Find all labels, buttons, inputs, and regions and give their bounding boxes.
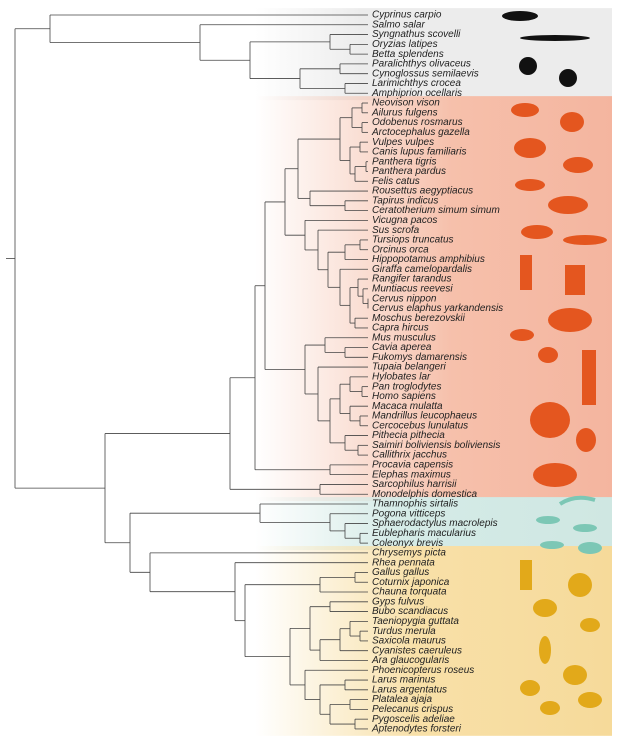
- species-label: Cervus elaphus yarkandensis: [372, 303, 503, 314]
- species-label: Rhea pennata: [372, 557, 435, 568]
- species-label: Cervus nippon: [372, 293, 437, 304]
- species-label: Pithecia pithecia: [372, 430, 445, 441]
- species-label: Pan troglodytes: [372, 381, 442, 392]
- species-label: Muntiacus reevesi: [372, 283, 453, 294]
- species-label: Mandrillus leucophaeus: [372, 411, 477, 422]
- species-label: Sus scrofa: [372, 225, 420, 236]
- species-label: Elephas maximus: [372, 469, 451, 480]
- species-label: Chrysemys picta: [372, 548, 446, 559]
- species-label: Coturnix japonica: [372, 577, 450, 588]
- species-label: Macaca mulatta: [372, 401, 443, 412]
- species-label: Eublepharis macularius: [372, 528, 476, 539]
- species-label: Taeniopygia guttata: [372, 616, 459, 627]
- species-label: Saimiri boliviensis boliviensis: [372, 440, 500, 451]
- species-label: Paralichthys olivaceus: [372, 59, 471, 70]
- species-label: Pelecanus crispus: [372, 704, 453, 715]
- species-label: Syngnathus scovelli: [372, 29, 461, 40]
- species-label: Arctocephalus gazella: [371, 127, 470, 138]
- species-label: Callithrix jacchus: [372, 450, 447, 461]
- species-label: Tursiops truncatus: [372, 235, 454, 246]
- species-label: Oryzias latipes: [372, 39, 438, 50]
- species-label: Cyprinus carpio: [372, 10, 442, 21]
- species-label: Cyanistes caeruleus: [372, 645, 462, 656]
- species-label: Vicugna pacos: [372, 215, 437, 226]
- species-label: Cynoglossus semilaevis: [372, 68, 479, 79]
- species-label: Gallus gallus: [372, 567, 429, 578]
- species-label: Rousettus aegyptiacus: [372, 186, 473, 197]
- species-label: Hylobates lar: [372, 372, 431, 383]
- species-label: Saxicola maurus: [372, 636, 446, 647]
- species-label: Larus marinus: [372, 675, 435, 686]
- species-label: Coleonyx brevis: [372, 538, 443, 549]
- species-label: Platalea ajaja: [372, 694, 432, 705]
- species-label: Orcinus orca: [372, 244, 429, 255]
- species-label: Procavia capensis: [372, 460, 453, 471]
- species-label: Neovison vison: [372, 98, 440, 109]
- species-label: Hippopotamus amphibius: [372, 254, 485, 265]
- species-label: Betta splendens: [372, 49, 444, 60]
- species-label: Cercocebus lunulatus: [372, 420, 468, 431]
- clade-band: [255, 8, 612, 101]
- species-label: Capra hircus: [372, 323, 429, 334]
- species-label: Panthera tigris: [372, 156, 436, 167]
- species-label: Vulpes vulpes: [372, 137, 434, 148]
- species-label: Thamnophis sirtalis: [372, 499, 458, 510]
- species-label: Bubo scandiacus: [372, 606, 448, 617]
- species-label: Fukomys damarensis: [372, 352, 467, 363]
- species-label: Panthera pardus: [372, 166, 446, 177]
- species-label: Felis catus: [372, 176, 420, 187]
- species-label: Salmo salar: [372, 19, 425, 30]
- species-label: Pygoscelis adeliae: [372, 714, 455, 725]
- species-label: Phoenicopterus roseus: [372, 665, 474, 676]
- species-label: Amphiprion ocellaris: [371, 88, 462, 99]
- species-label: Pogona vitticeps: [372, 508, 445, 519]
- species-label: Larus argentatus: [372, 684, 447, 695]
- species-label: Gyps fulvus: [372, 596, 424, 607]
- species-label: Tapirus indicus: [372, 195, 438, 206]
- species-label: Moschus berezovskii: [372, 313, 466, 324]
- species-label: Sphaerodactylus macrolepis: [372, 518, 498, 529]
- species-label: Larimichthys crocea: [372, 78, 461, 89]
- species-label: Ara glaucogularis: [371, 655, 449, 666]
- species-label: Sarcophilus harrisii: [372, 479, 457, 490]
- species-label: Turdus merula: [372, 626, 436, 637]
- species-label: Mus musculus: [372, 332, 436, 343]
- species-label: Cavia aperea: [372, 342, 432, 353]
- silhouettes: [502, 11, 607, 715]
- species-label: Canis lupus familiaris: [372, 147, 466, 158]
- species-label: Monodelphis domestica: [372, 489, 477, 500]
- species-label: Odobenus rosmarus: [372, 117, 463, 128]
- species-label: Ailurus fulgens: [371, 107, 438, 118]
- species-label: Ceratotherium simum simum: [372, 205, 500, 216]
- species-label: Tupaia belangeri: [372, 362, 447, 373]
- species-label: Rangifer tarandus: [372, 274, 452, 285]
- species-label: Aptenodytes forsteri: [371, 724, 462, 735]
- species-label: Homo sapiens: [372, 391, 436, 402]
- species-label: Giraffa camelopardalis: [372, 264, 472, 275]
- species-label: Chauna torquata: [372, 587, 447, 598]
